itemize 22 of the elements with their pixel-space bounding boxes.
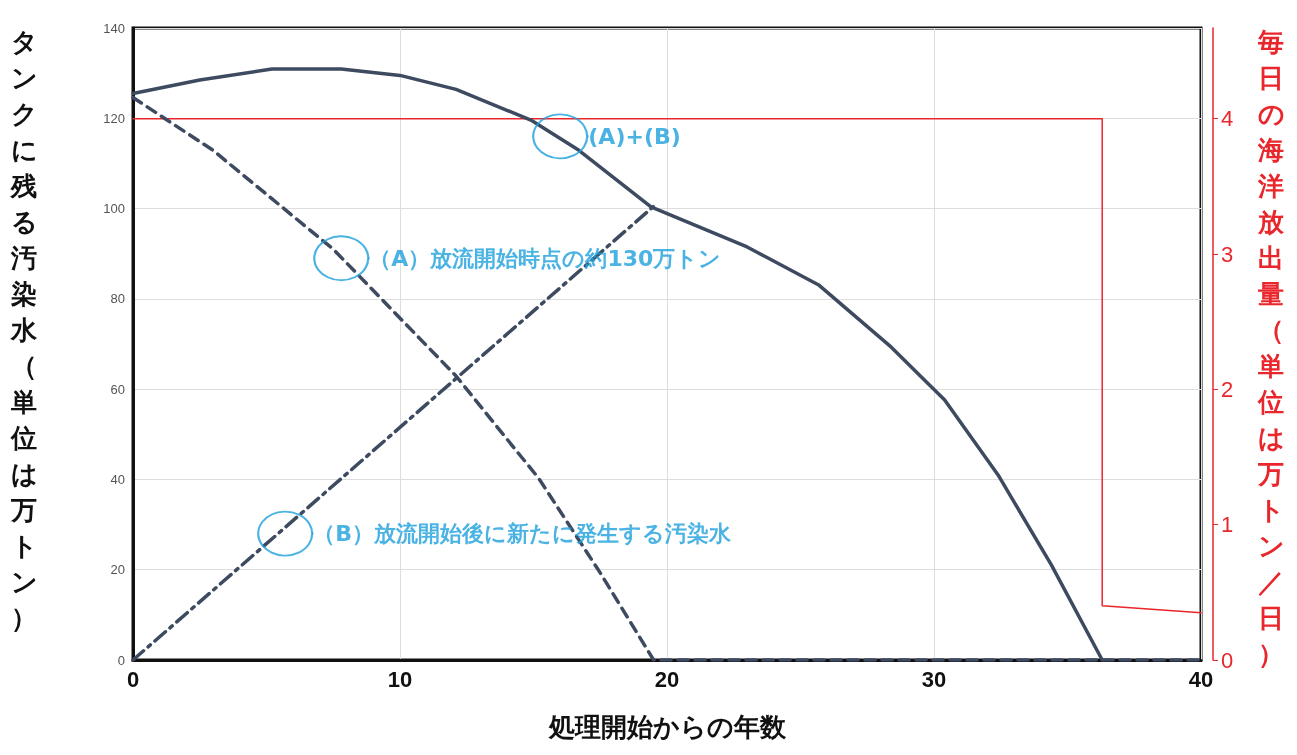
y-tick-label: 80 [110, 291, 125, 307]
x-tick-label: 40 [1188, 666, 1214, 692]
x-axis-title: 処理開始からの年数 [547, 711, 787, 744]
x-tick-label: 30 [921, 666, 947, 692]
y-tick-label: 140 [103, 20, 125, 36]
y-tick-label: 100 [103, 201, 125, 217]
y-tick-label: 60 [110, 381, 125, 397]
text: タンクに残る汚染水（単位は万トン） [10, 27, 38, 633]
y-tick-label: 120 [103, 110, 125, 126]
y2-tick-label: 0 [1221, 647, 1234, 673]
y2-tick-label: 4 [1221, 106, 1234, 132]
annotation: （B）放流開始後に新たに発生する汚染水 [313, 521, 733, 547]
annotation: (A)+(B) [588, 123, 681, 149]
y2-tick-label: 2 [1221, 376, 1234, 402]
x-tick-label: 20 [654, 666, 680, 692]
text: 毎日の海洋放出量（単位は万トン／日） [1257, 27, 1285, 669]
y2-tick-label: 3 [1221, 241, 1234, 267]
y-tick-label: 40 [110, 471, 125, 487]
y-tick-label: 20 [110, 562, 125, 578]
y-tick-label: 0 [117, 652, 125, 668]
x-tick-label: 10 [387, 666, 413, 692]
y2-tick-label: 1 [1221, 512, 1234, 538]
